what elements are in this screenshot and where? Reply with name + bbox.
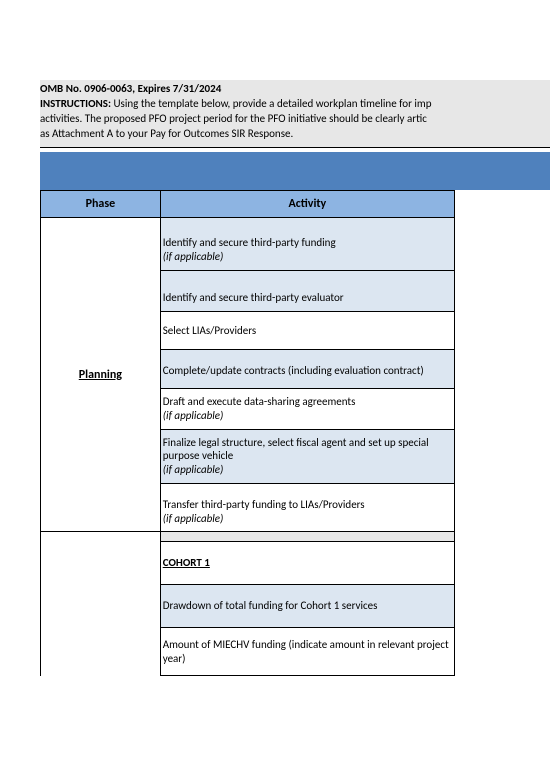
activity-cell: Identify and secure third-party funding … bbox=[160, 218, 454, 271]
activity-text: Finalize legal structure, select fiscal … bbox=[163, 436, 429, 463]
activity-note: (if applicable) bbox=[163, 512, 224, 525]
activity-cell: Transfer third-party funding to LIAs/Pro… bbox=[160, 483, 454, 532]
instructions-line2: activities. The proposed PFO project per… bbox=[40, 112, 550, 127]
header-block: OMB No. 0906-0063, Expires 7/31/2024 INS… bbox=[40, 80, 550, 148]
omb-number: OMB No. 0906-0063, Expires 7/31/2024 bbox=[40, 82, 550, 97]
activity-text: Complete/update contracts (including eva… bbox=[163, 364, 424, 377]
activity-cell: Finalize legal structure, select fiscal … bbox=[160, 429, 454, 483]
blue-banner bbox=[40, 152, 550, 190]
table-row bbox=[41, 532, 455, 542]
document-page: OMB No. 0906-0063, Expires 7/31/2024 INS… bbox=[40, 80, 550, 676]
activity-cell: Drawdown of total funding for Cohort 1 s… bbox=[160, 585, 454, 628]
activity-text: Draft and execute data-sharing agreement… bbox=[163, 395, 356, 408]
instructions-label: INSTRUCTIONS: bbox=[40, 97, 111, 110]
instructions-text: Using the template below, provide a deta… bbox=[111, 97, 431, 110]
cohort-label: COHORT 1 bbox=[163, 556, 210, 569]
activity-text: Amount of MIECHV funding (indicate amoun… bbox=[163, 638, 449, 665]
workplan-table: Phase Activity Planning Identify and sec… bbox=[40, 190, 455, 676]
col-phase: Phase bbox=[41, 191, 161, 218]
activity-text: Identify and secure third-party evaluato… bbox=[163, 291, 344, 304]
activity-cell: Identify and secure third-party evaluato… bbox=[160, 270, 454, 311]
phase-planning: Planning bbox=[41, 218, 161, 532]
table-row: Planning Identify and secure third-party… bbox=[41, 218, 455, 271]
activity-spacer bbox=[160, 532, 454, 542]
activity-cell: Select LIAs/Providers bbox=[160, 311, 454, 350]
activity-cell: Amount of MIECHV funding (indicate amoun… bbox=[160, 627, 454, 676]
phase-empty bbox=[41, 532, 161, 676]
activity-cell: Draft and execute data-sharing agreement… bbox=[160, 389, 454, 430]
activity-note: (if applicable) bbox=[163, 409, 224, 422]
activity-text: Identify and secure third-party funding bbox=[163, 236, 336, 249]
col-activity: Activity bbox=[160, 191, 454, 218]
instructions-line3: as Attachment A to your Pay for Outcomes… bbox=[40, 127, 550, 142]
header-row: Phase Activity bbox=[41, 191, 455, 218]
activity-text: Select LIAs/Providers bbox=[163, 324, 256, 337]
activity-note: (if applicable) bbox=[163, 250, 224, 263]
activity-text: Transfer third-party funding to LIAs/Pro… bbox=[163, 498, 365, 511]
activity-text: Drawdown of total funding for Cohort 1 s… bbox=[163, 599, 378, 612]
activity-cell: COHORT 1 bbox=[160, 542, 454, 585]
instructions-line1: INSTRUCTIONS: Using the template below, … bbox=[40, 97, 550, 112]
activity-note: (if applicable) bbox=[163, 463, 224, 476]
activity-cell: Complete/update contracts (including eva… bbox=[160, 350, 454, 389]
